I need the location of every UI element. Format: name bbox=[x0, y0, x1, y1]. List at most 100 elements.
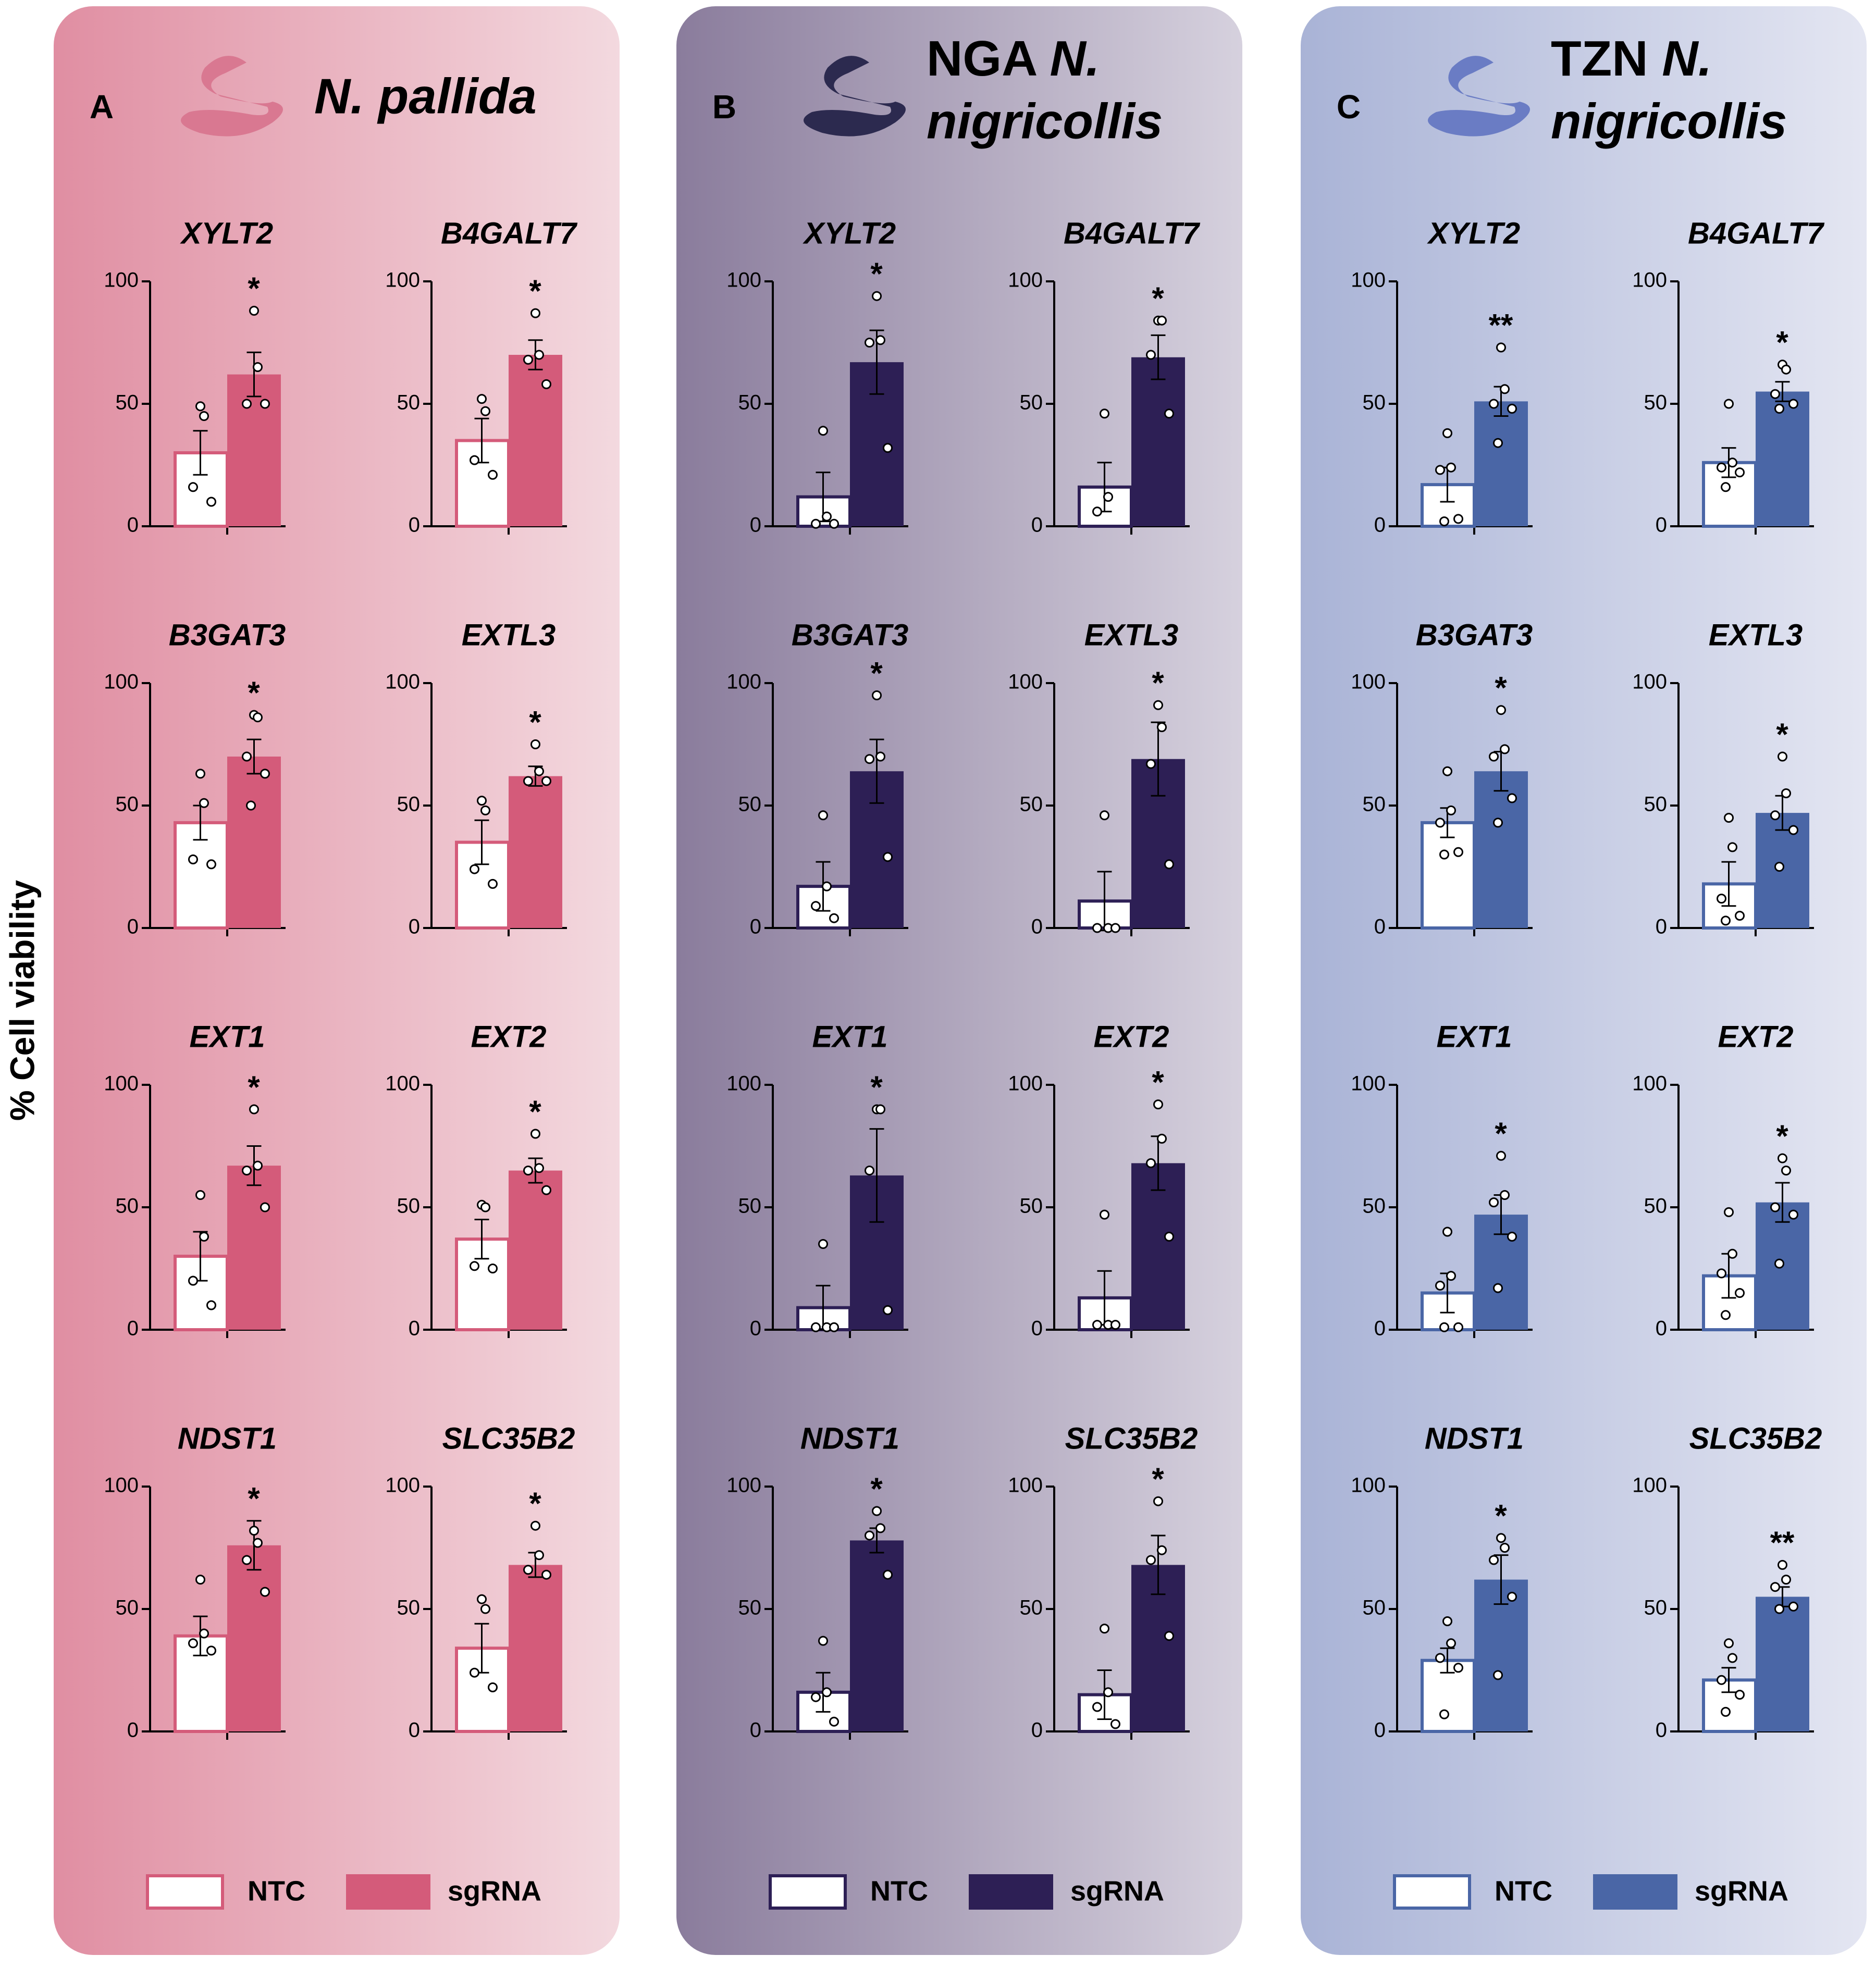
data-point bbox=[195, 1575, 205, 1585]
chart-title: EXT2 bbox=[1718, 1020, 1793, 1054]
data-point bbox=[883, 443, 893, 453]
bar bbox=[1474, 771, 1528, 928]
data-point bbox=[1446, 462, 1456, 473]
data-point bbox=[1721, 1706, 1731, 1717]
data-point bbox=[1435, 465, 1445, 475]
significance: * bbox=[248, 271, 260, 306]
data-point bbox=[1435, 1653, 1445, 1663]
y-tick-label: 50 bbox=[397, 793, 421, 816]
data-point bbox=[480, 1202, 490, 1212]
chart-title: EXT1 bbox=[189, 1020, 265, 1054]
data-point bbox=[1496, 1533, 1506, 1543]
data-point bbox=[1157, 1545, 1167, 1555]
chart-title: B4GALT7 bbox=[441, 216, 578, 250]
data-point bbox=[875, 751, 885, 762]
data-point bbox=[1788, 825, 1798, 835]
y-tick-label: 50 bbox=[1363, 391, 1386, 414]
data-point bbox=[1442, 428, 1452, 438]
y-tick-label: 0 bbox=[1656, 915, 1667, 938]
data-point bbox=[829, 518, 839, 529]
y-tick-label: 50 bbox=[116, 391, 139, 414]
data-point bbox=[822, 881, 832, 892]
significance: * bbox=[529, 274, 541, 308]
significance: * bbox=[870, 655, 883, 690]
panel-label: C bbox=[1337, 88, 1361, 126]
y-tick-label: 0 bbox=[127, 1719, 139, 1742]
y-tick-label: 50 bbox=[397, 1596, 421, 1619]
data-point bbox=[488, 469, 498, 480]
data-point bbox=[818, 1636, 828, 1646]
data-point bbox=[260, 399, 270, 409]
significance: ** bbox=[1770, 1525, 1795, 1560]
bar bbox=[1131, 357, 1185, 526]
y-tick-label: 100 bbox=[1351, 269, 1386, 292]
data-point bbox=[1435, 1280, 1445, 1291]
y-tick-label: 50 bbox=[1363, 1596, 1386, 1619]
significance: * bbox=[870, 1471, 883, 1506]
data-point bbox=[875, 335, 885, 345]
significance: * bbox=[1152, 1065, 1164, 1099]
data-point bbox=[1164, 859, 1174, 870]
data-point bbox=[1507, 793, 1517, 803]
chart-title: XYLT2 bbox=[803, 216, 896, 250]
data-point bbox=[195, 1190, 205, 1200]
data-point bbox=[1778, 1559, 1787, 1570]
snake-icon bbox=[804, 56, 906, 137]
significance: * bbox=[870, 1070, 883, 1105]
data-point bbox=[1092, 1320, 1102, 1330]
data-point bbox=[1770, 389, 1780, 399]
data-point bbox=[1164, 1631, 1174, 1641]
data-point bbox=[188, 854, 198, 864]
data-point bbox=[1146, 759, 1156, 769]
data-point bbox=[1735, 1690, 1745, 1700]
data-point bbox=[534, 350, 544, 360]
data-point bbox=[829, 1716, 839, 1727]
y-tick-label: 50 bbox=[738, 391, 762, 414]
y-tick-label: 50 bbox=[1020, 793, 1043, 816]
y-tick-label: 50 bbox=[1644, 793, 1668, 816]
snake-icon bbox=[1428, 56, 1530, 137]
data-point bbox=[188, 1638, 198, 1649]
legend-label: sgRNA bbox=[1695, 1875, 1788, 1907]
bar bbox=[227, 1545, 281, 1731]
data-point bbox=[1100, 1209, 1109, 1220]
data-point bbox=[1146, 1158, 1156, 1168]
data-point bbox=[1770, 1202, 1780, 1212]
data-point bbox=[188, 1276, 198, 1286]
data-point bbox=[260, 1202, 270, 1212]
y-tick-label: 100 bbox=[1632, 671, 1667, 694]
data-point bbox=[1439, 516, 1449, 527]
data-point bbox=[818, 810, 828, 821]
data-point bbox=[523, 1166, 533, 1175]
y-tick-label: 50 bbox=[738, 1195, 762, 1218]
significance: * bbox=[1776, 325, 1788, 360]
data-point bbox=[1110, 923, 1120, 933]
data-point bbox=[1153, 1496, 1163, 1506]
y-tick-label: 100 bbox=[726, 1072, 761, 1095]
data-point bbox=[872, 690, 882, 700]
data-point bbox=[541, 1569, 551, 1580]
y-tick-label: 100 bbox=[385, 1072, 420, 1095]
legend-swatch bbox=[346, 1874, 430, 1910]
data-point bbox=[1092, 923, 1102, 933]
data-point bbox=[883, 1569, 893, 1580]
data-point bbox=[865, 754, 874, 764]
y-tick-label: 50 bbox=[116, 793, 139, 816]
data-point bbox=[1774, 862, 1784, 872]
data-point bbox=[1507, 1231, 1517, 1242]
chart-title: B4GALT7 bbox=[1064, 216, 1201, 250]
data-point bbox=[1100, 409, 1109, 419]
data-point bbox=[1717, 1675, 1726, 1685]
data-point bbox=[199, 798, 209, 808]
y-tick-label: 0 bbox=[1656, 514, 1667, 537]
data-point bbox=[249, 1526, 259, 1536]
significance: * bbox=[870, 256, 883, 291]
data-point bbox=[872, 291, 882, 301]
data-point bbox=[1717, 462, 1726, 473]
data-point bbox=[199, 1628, 209, 1639]
chart-title: XYLT2 bbox=[1427, 216, 1520, 250]
data-point bbox=[1717, 1268, 1726, 1279]
data-point bbox=[1724, 1638, 1734, 1649]
data-point bbox=[1781, 364, 1791, 375]
data-point bbox=[1442, 1616, 1452, 1626]
